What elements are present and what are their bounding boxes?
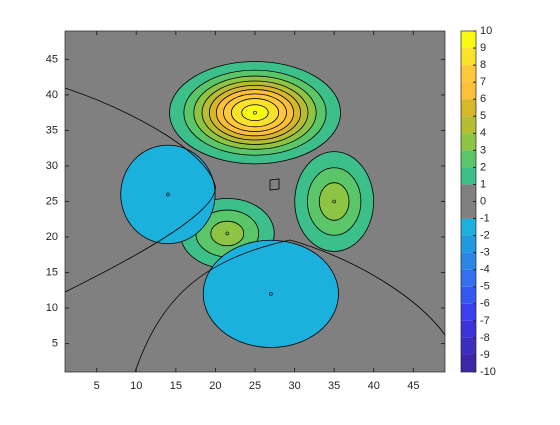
colorbar-swatch xyxy=(461,150,476,168)
y-tick-label: 40 xyxy=(46,89,58,101)
colorbar-tick-label: 7 xyxy=(480,76,486,88)
colorbar-tick-label: -4 xyxy=(480,264,490,276)
x-tick-label: 30 xyxy=(288,380,300,392)
colorbar-tick-label: -2 xyxy=(480,230,490,242)
y-tick-label: 35 xyxy=(46,124,58,136)
colorbar-tick-label: -8 xyxy=(480,332,490,344)
contour-band xyxy=(241,104,269,122)
colorbar-swatch xyxy=(461,235,476,253)
zero-line xyxy=(65,87,216,293)
colorbar-box xyxy=(460,30,477,373)
zero-line xyxy=(269,178,280,191)
colorbar-tick-label: 6 xyxy=(480,93,486,105)
y-tick-label: 10 xyxy=(46,302,58,314)
extremum xyxy=(332,199,336,204)
colorbar-tick-label: 1 xyxy=(480,178,486,190)
extremum xyxy=(225,231,230,236)
colorbar-tick-label: 0 xyxy=(480,195,486,207)
colorbar-swatch xyxy=(461,184,476,202)
colorbar-swatch xyxy=(461,303,476,321)
extremum xyxy=(166,192,170,197)
x-tick-label: 40 xyxy=(368,380,380,392)
y-tick-label: 30 xyxy=(46,160,58,172)
colorbar-swatch xyxy=(461,201,476,219)
colorbar-tick-label: -3 xyxy=(480,247,490,259)
extremum xyxy=(269,292,273,296)
contour-band xyxy=(318,182,350,221)
colorbar-tick-label: 4 xyxy=(480,127,486,139)
x-tick-label: 10 xyxy=(130,380,142,392)
x-tick-label: 20 xyxy=(209,380,221,392)
y-tick-label: 45 xyxy=(46,53,58,65)
contour-band xyxy=(210,220,245,247)
y-tick-label: 15 xyxy=(46,266,58,278)
extremum xyxy=(253,110,257,115)
colorbar-swatch xyxy=(461,218,476,236)
colorbar-swatch xyxy=(461,337,476,355)
colorbar-swatch xyxy=(461,167,476,185)
colorbar-swatch xyxy=(461,269,476,287)
x-tick-label: 25 xyxy=(249,380,261,392)
colorbar-tick-label: 10 xyxy=(480,25,492,37)
colorbar-tick-label: 5 xyxy=(480,110,486,122)
colorbar-tick-label: -1 xyxy=(480,212,490,224)
colorbar-swatch xyxy=(461,99,476,117)
colorbar-swatch xyxy=(461,65,476,83)
y-tick-label: 20 xyxy=(46,231,58,243)
colorbar-tick-label: 8 xyxy=(480,59,486,71)
contour-band xyxy=(120,144,216,245)
colorbar-swatch xyxy=(461,354,476,372)
x-tick-label: 45 xyxy=(407,380,419,392)
plot-area xyxy=(65,31,445,372)
zero-contours xyxy=(65,87,445,372)
colorbar-tick-label: -5 xyxy=(480,281,490,293)
colorbar-swatch xyxy=(461,116,476,134)
colorbar-swatch xyxy=(461,31,476,49)
colorbar-tick-label: -10 xyxy=(480,366,496,378)
colorbar-tick-label: -6 xyxy=(480,298,490,310)
colorbar-tick-label: 3 xyxy=(480,144,486,156)
colorbar-tick-label: 9 xyxy=(480,42,486,54)
x-tick-label: 35 xyxy=(328,380,340,392)
y-tick-label: 25 xyxy=(46,195,58,207)
colorbar-tick-label: -9 xyxy=(480,349,490,361)
colorbar-tick-label: -7 xyxy=(480,315,490,327)
colorbar-swatch xyxy=(461,133,476,151)
colorbar-swatch xyxy=(461,48,476,66)
colorbar-tick-label: 2 xyxy=(480,161,486,173)
colorbar-swatch xyxy=(461,252,476,270)
contour-band xyxy=(202,239,339,348)
zero-line xyxy=(134,239,445,372)
y-tick-label: 5 xyxy=(52,337,58,349)
x-tick-label: 15 xyxy=(170,380,182,392)
colorbar-swatch xyxy=(461,286,476,304)
colorbar-swatch xyxy=(461,320,476,338)
colorbar-swatch xyxy=(461,82,476,100)
x-tick-label: 5 xyxy=(94,380,100,392)
